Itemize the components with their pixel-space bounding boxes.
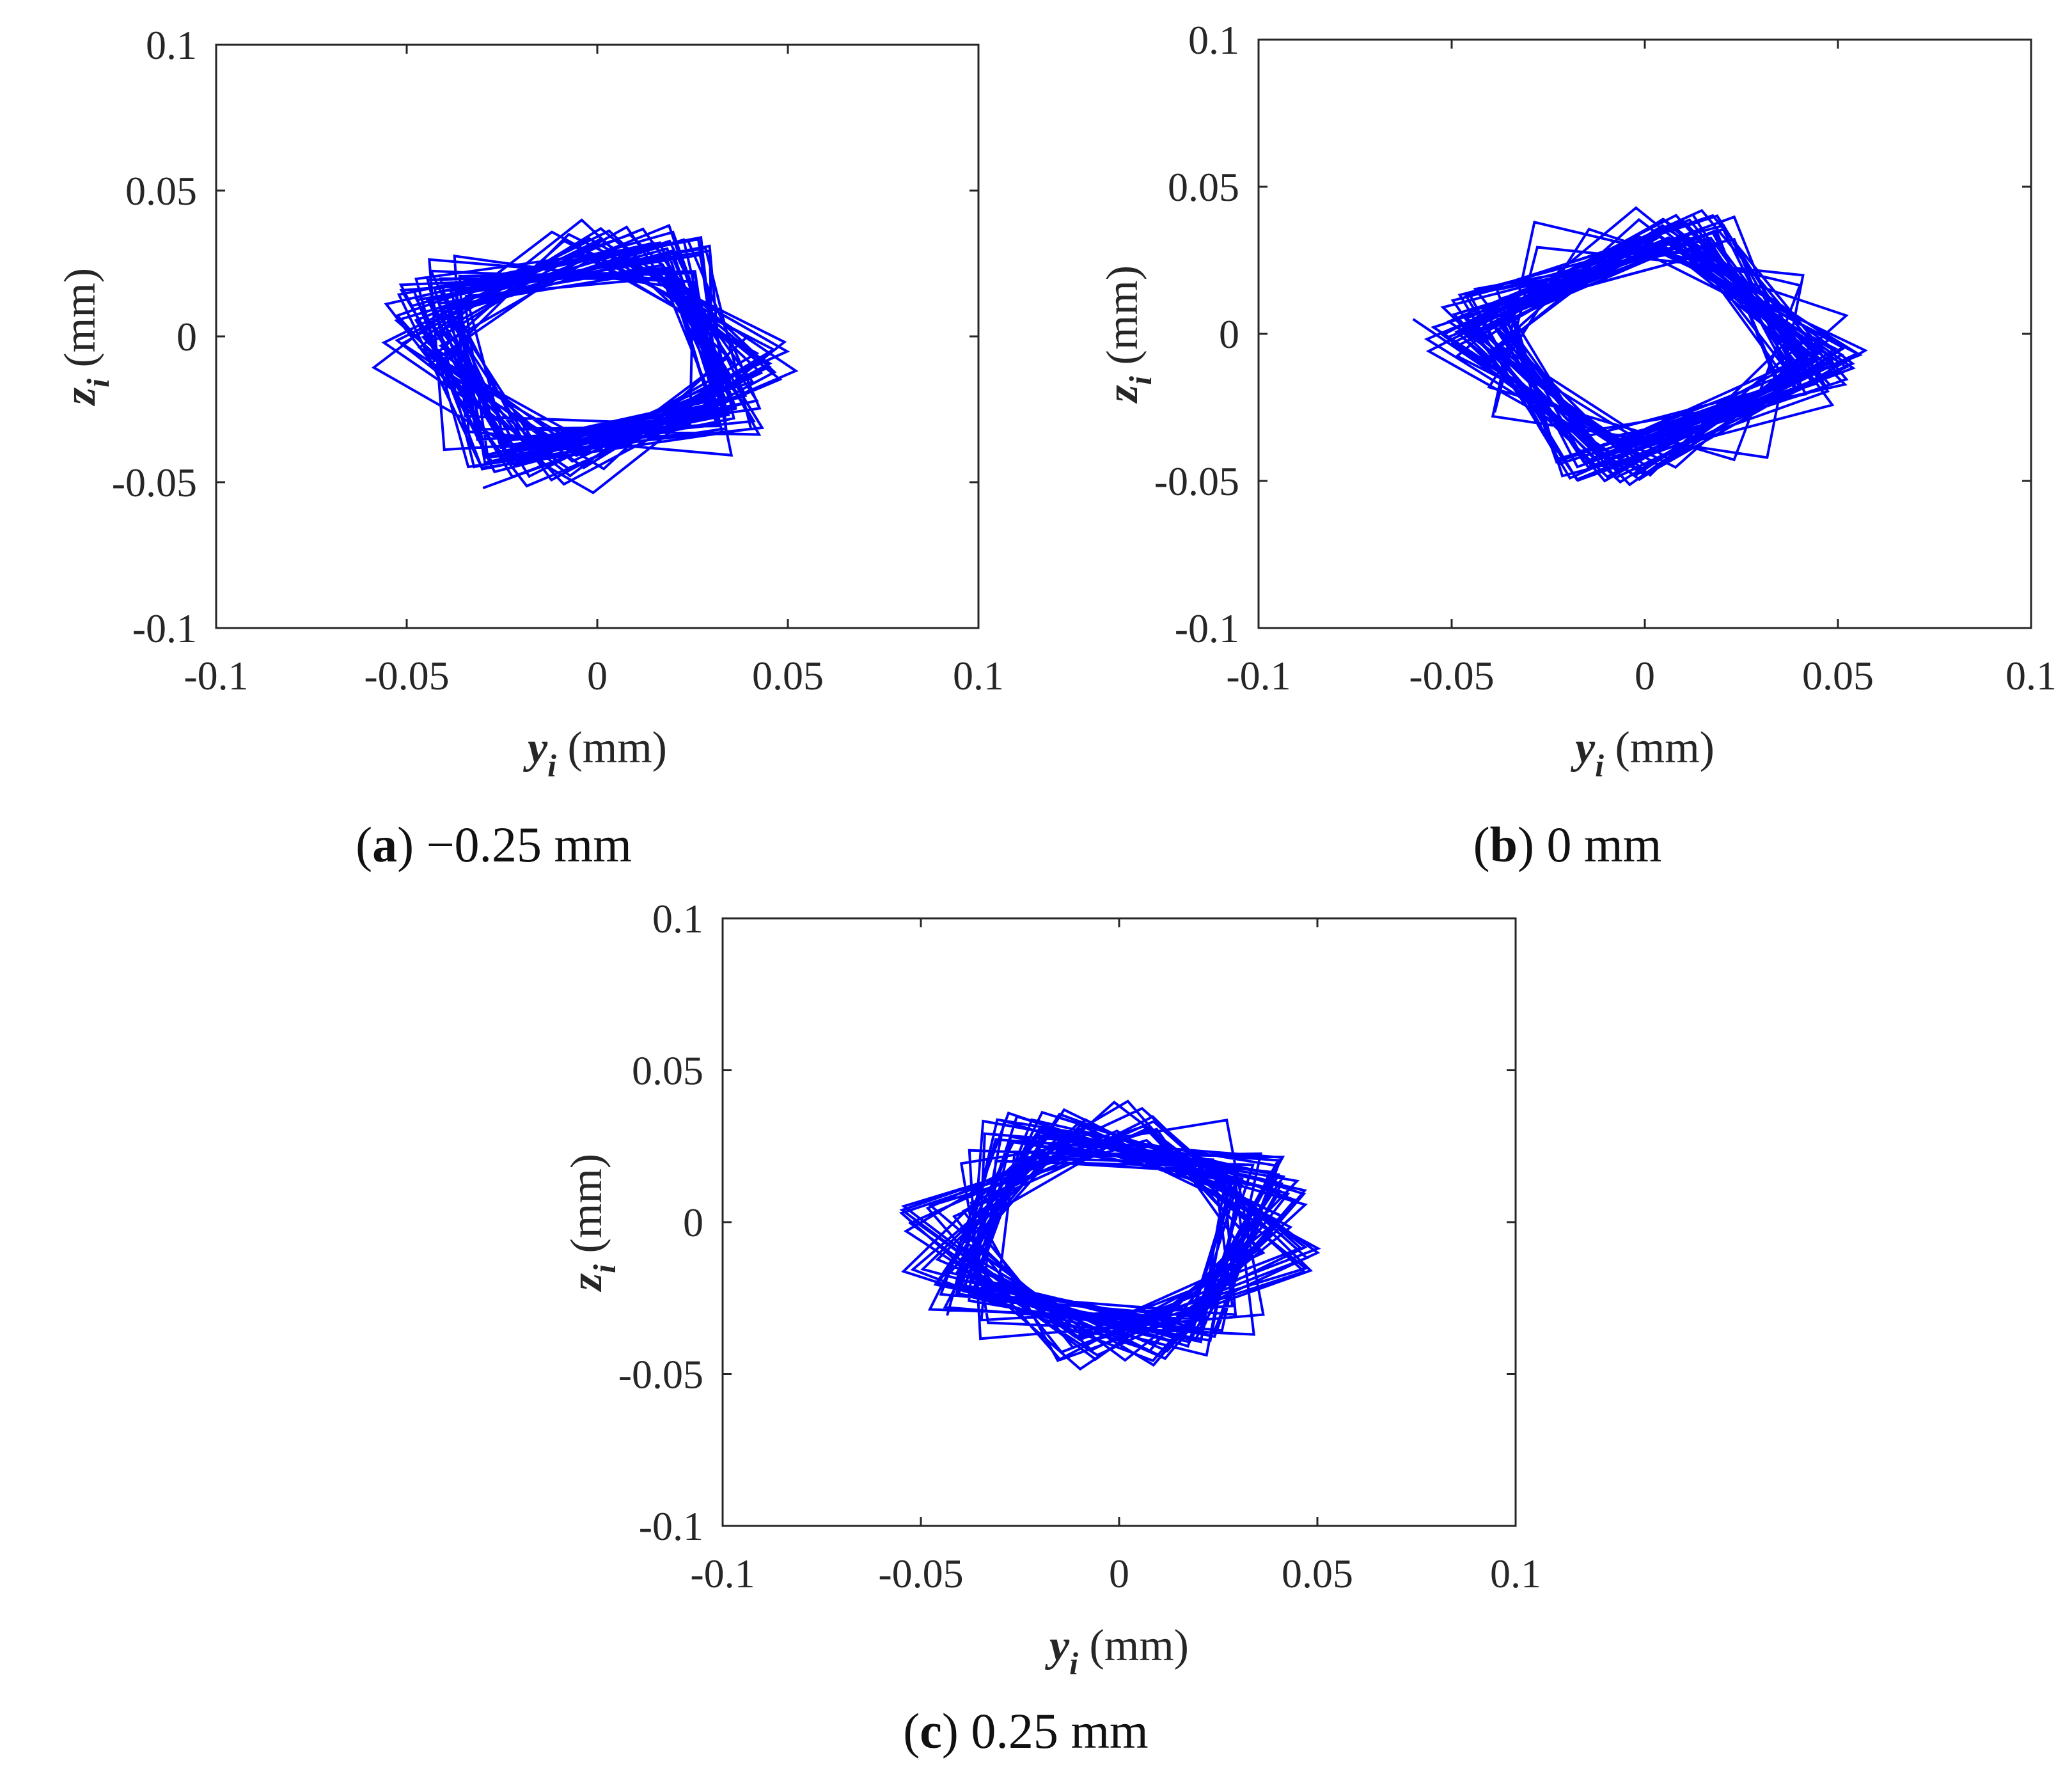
y-tick-label: -0.05: [1154, 459, 1239, 504]
plot-b: -0.1 -0.05 0 0.05 0.1 -0.1 -0.05 0 0.05 0.1 yi (mm…: [1098, 17, 2057, 783]
panel-a-caption: (a) −0.25 mm: [356, 817, 632, 872]
x-tick-label: -0.05: [878, 1551, 963, 1596]
plot-a: -0.1 -0.05 0 0.05 0.1 -0.1 -0.05 0 0.05 0.1 yi (mm…: [56, 22, 1004, 783]
panel-b: (b) 0 mm: [1473, 817, 1662, 872]
x-tick-label: 0: [587, 653, 608, 698]
y-tick-label: -0.1: [639, 1504, 703, 1549]
x-axis-label: yi (mm): [523, 723, 667, 783]
y-axis-label: zi (mm): [56, 268, 116, 406]
x-tick-label: -0.1: [184, 653, 248, 698]
x-tick-label: -0.05: [364, 653, 449, 698]
panel-c: (c) 0.25 mm: [903, 1703, 1148, 1759]
x-tick-label: 0.1: [953, 653, 1004, 698]
orbit-trace: [371, 218, 799, 494]
y-tick-label: 0: [177, 314, 197, 359]
y-tick-label: -0.05: [112, 460, 197, 505]
x-tick-label: 0.1: [2005, 653, 2057, 698]
x-tick-label: 0.05: [1282, 1551, 1353, 1596]
x-tick-label: 0.05: [1802, 653, 1874, 698]
y-tick-label: -0.05: [618, 1352, 703, 1397]
panel-b-caption: (b) 0 mm: [1473, 817, 1662, 872]
x-tick-label: 0.1: [1490, 1551, 1541, 1596]
y-tick-label: 0.1: [1188, 17, 1239, 63]
x-tick-label: 0: [1635, 653, 1655, 698]
y-tick-label: 0: [683, 1200, 703, 1245]
y-axis-label: zi (mm): [1098, 265, 1158, 404]
x-tick-label: -0.05: [1409, 653, 1494, 698]
panel-a: (a) −0.25 mm: [356, 817, 632, 872]
x-axis-label: yi (mm): [1571, 723, 1715, 783]
y-tick-label: 0: [1219, 311, 1239, 357]
plot-c: -0.1 -0.05 0 0.05 0.1 -0.1 -0.05 0 0.05 0.1 yi (mm…: [562, 896, 1541, 1681]
y-tick-label: -0.1: [1175, 606, 1239, 651]
x-tick-label: -0.1: [690, 1551, 755, 1596]
y-tick-label: 0.05: [125, 168, 197, 214]
y-tick-label: 0.05: [632, 1048, 703, 1094]
orbit-trace: [1412, 206, 1869, 487]
y-tick-label: -0.1: [132, 606, 197, 651]
x-tick-label: 0: [1109, 1551, 1129, 1596]
x-tick-label: 0.05: [752, 653, 824, 698]
y-tick-label: 0.1: [146, 22, 197, 68]
orbit-trace: [899, 1099, 1321, 1371]
x-axis-label: yi (mm): [1045, 1621, 1189, 1681]
y-tick-label: 0.1: [652, 896, 703, 941]
x-tick-label: -0.1: [1226, 653, 1291, 698]
y-axis-label: zi (mm): [562, 1154, 622, 1292]
y-tick-label: 0.05: [1168, 164, 1239, 210]
panel-c-caption: (c) 0.25 mm: [903, 1703, 1148, 1759]
